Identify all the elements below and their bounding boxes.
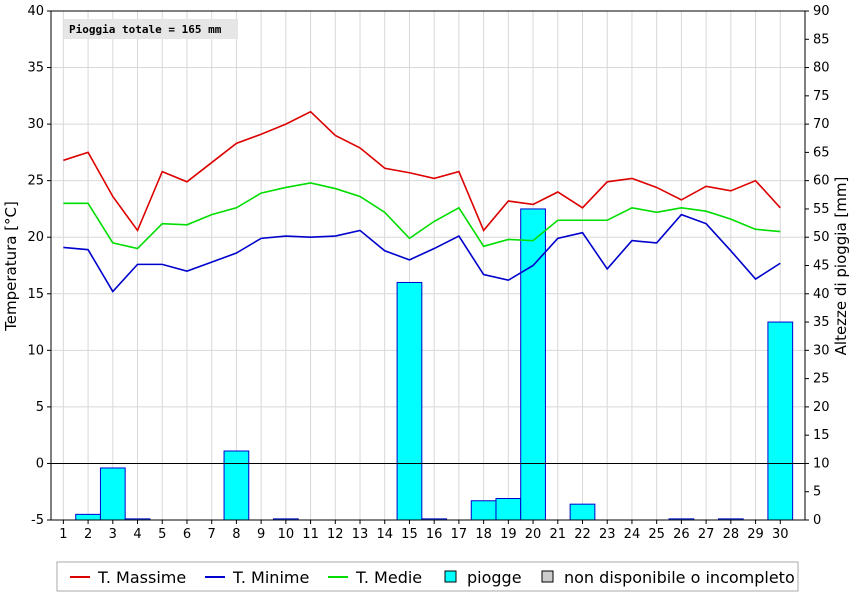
x-tick-label: 27 <box>698 527 715 542</box>
x-tick-label: 23 <box>599 527 616 542</box>
x-tick-label: 28 <box>723 527 740 542</box>
y2-tick-label: 15 <box>813 428 830 443</box>
right-axis-ticks: 0 5 10 15 20 25 30 35 40 45 50 55 60 65 70 75 80 85 90 <box>805 4 830 528</box>
y2-tick-label: 60 <box>813 174 830 189</box>
y-tick-label: 10 <box>27 343 44 358</box>
x-tick-label: 24 <box>624 527 641 542</box>
left-axis-title: Temperatura [°C] <box>2 201 20 332</box>
legend-label: T. Massime <box>97 568 186 587</box>
legend-label: T. Medie <box>355 568 422 587</box>
y2-tick-label: 55 <box>813 202 830 217</box>
legend-label: non disponibile o incompleto <box>564 568 795 587</box>
x-tick-label: 26 <box>673 527 690 542</box>
legend-swatch-box <box>541 570 554 583</box>
series-line <box>63 110 781 233</box>
y2-tick-label: 10 <box>813 456 830 471</box>
x-tick-label: 2 <box>84 527 92 542</box>
x-tick-label: 16 <box>426 527 443 542</box>
x-tick-label: 10 <box>278 527 295 542</box>
y2-tick-label: 50 <box>813 230 830 245</box>
y2-tick-label: 40 <box>813 287 830 302</box>
x-tick-label: 9 <box>257 527 265 542</box>
y-tick-label: 20 <box>27 230 44 245</box>
y-tick-label: 15 <box>27 287 44 302</box>
x-tick-label: 6 <box>183 527 191 542</box>
y2-tick-label: 20 <box>813 400 830 415</box>
rain-total-annotation: Pioggia totale = 165 mm <box>69 23 222 36</box>
legend-label: piogge <box>467 568 522 587</box>
y-tick-label: 40 <box>27 4 44 19</box>
annotation-box <box>64 19 238 39</box>
y-tick-label: 0 <box>36 456 44 471</box>
x-tick-label: 4 <box>133 527 141 542</box>
temperature-lines <box>63 110 781 293</box>
x-tick-label: 17 <box>451 527 468 542</box>
legend: T. Massime T. Minime T. Medie piogge non dis… <box>56 561 799 592</box>
x-tick-label: 13 <box>352 527 369 542</box>
y2-tick-label: 5 <box>813 485 821 500</box>
y2-tick-label: 90 <box>813 4 830 19</box>
rain-bar <box>495 498 522 521</box>
y2-tick-label: 30 <box>813 343 830 358</box>
y-tick-label: 25 <box>27 174 44 189</box>
legend-swatch-box <box>444 570 457 583</box>
legend-label: T. Minime <box>232 568 309 587</box>
x-tick-label: 3 <box>109 527 117 542</box>
x-tick-label: 30 <box>772 527 789 542</box>
series-line <box>63 213 781 293</box>
x-tick-label: 20 <box>525 527 542 542</box>
rain-bar <box>569 503 596 521</box>
y2-tick-label: 80 <box>813 61 830 76</box>
rain-bar <box>99 467 126 521</box>
x-tick-label: 7 <box>208 527 216 542</box>
x-axis-ticks: 1 2 3 4 5 6 7 8 9 10 11 12 13 14 15 16 17 18 19 20 21 22 23 24 2… <box>59 520 789 542</box>
x-tick-label: 1 <box>59 527 67 542</box>
x-tick-label: 5 <box>158 527 166 542</box>
rain-bar <box>470 500 497 521</box>
rain-bar <box>223 450 250 521</box>
x-tick-label: 12 <box>327 527 344 542</box>
y2-tick-label: 85 <box>813 32 830 47</box>
x-tick-label: 19 <box>500 527 517 542</box>
y2-tick-label: 65 <box>813 145 830 160</box>
x-tick-label: 21 <box>550 527 567 542</box>
rain-bar <box>767 321 794 521</box>
y-tick-label: 5 <box>36 400 44 415</box>
rain-bar <box>396 281 423 521</box>
x-tick-label: 11 <box>302 527 319 542</box>
y-tick-label: 30 <box>27 117 44 132</box>
y2-tick-label: 35 <box>813 315 830 330</box>
series-line <box>63 182 781 250</box>
x-tick-label: 14 <box>376 527 393 542</box>
y-tick-label: 35 <box>27 61 44 76</box>
y2-tick-label: 0 <box>813 513 821 528</box>
x-tick-label: 25 <box>648 527 665 542</box>
x-tick-label: 29 <box>747 527 764 542</box>
y-tick-label: -5 <box>31 513 44 528</box>
y2-tick-label: 45 <box>813 259 830 274</box>
legend-box <box>56 561 799 592</box>
y2-tick-label: 75 <box>813 89 830 104</box>
x-tick-label: 8 <box>232 527 240 542</box>
left-axis-ticks: -5 0 5 10 15 20 25 30 35 40 <box>27 4 51 528</box>
y2-tick-label: 70 <box>813 117 830 132</box>
x-tick-label: 15 <box>401 527 418 542</box>
x-tick-label: 22 <box>574 527 591 542</box>
right-axis-title: Altezze di pioggia [mm] <box>832 177 850 356</box>
rain-bar <box>75 513 101 521</box>
x-tick-label: 18 <box>475 527 492 542</box>
rain-bar <box>520 208 546 521</box>
y2-tick-label: 25 <box>813 372 830 387</box>
plot-area <box>51 11 805 520</box>
